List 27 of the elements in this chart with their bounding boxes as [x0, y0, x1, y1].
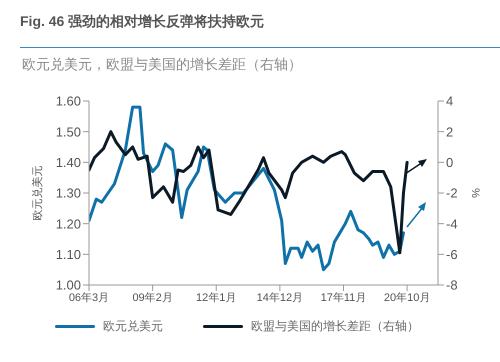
x-tick-label: 09年2月 [132, 292, 173, 304]
y2-tick-label: -2 [446, 186, 458, 201]
x-tick-label: 06年3月 [68, 292, 110, 304]
y-tick-label: 1.10 [56, 246, 81, 262]
y-axis-title: 欧元兑美元 [30, 166, 44, 220]
x-tick-label: 12年1月 [196, 292, 236, 304]
y-tick-label: 1.60 [56, 94, 81, 109]
y2-tick-label: -4 [446, 216, 458, 232]
x-tick-label: 14年12月 [256, 292, 304, 304]
y2-tick-label: -6 [446, 246, 458, 262]
y-tick-label: 1.50 [56, 124, 81, 140]
chart-title: Fig. 46 强劲的相对增长反弹将扶持欧元 [20, 13, 264, 31]
y2-tick-label: 0 [446, 154, 454, 170]
y-tick-label: 1.30 [56, 186, 81, 201]
line-series [89, 130, 409, 254]
y2-tick-label: 2 [446, 124, 454, 140]
x-tick-label: 20年10月 [384, 292, 430, 304]
x-tick-label: 17年11月 [320, 292, 366, 304]
y2-tick-label: -8 [446, 278, 458, 293]
y2-tick-label: 4 [446, 94, 454, 109]
legend-label: 欧盟与美国的增长差距（右轴） [251, 318, 419, 335]
chart-subtitle: 欧元兑美元，欧盟与美国的增长差距（右轴） [22, 56, 302, 74]
y-tick-label: 1.20 [56, 216, 81, 232]
y2-axis-title: % [469, 188, 482, 198]
legend-label: 欧元兑美元 [103, 318, 163, 335]
y-tick-label: 1.00 [56, 278, 81, 293]
y-tick-label: 1.40 [56, 154, 81, 170]
